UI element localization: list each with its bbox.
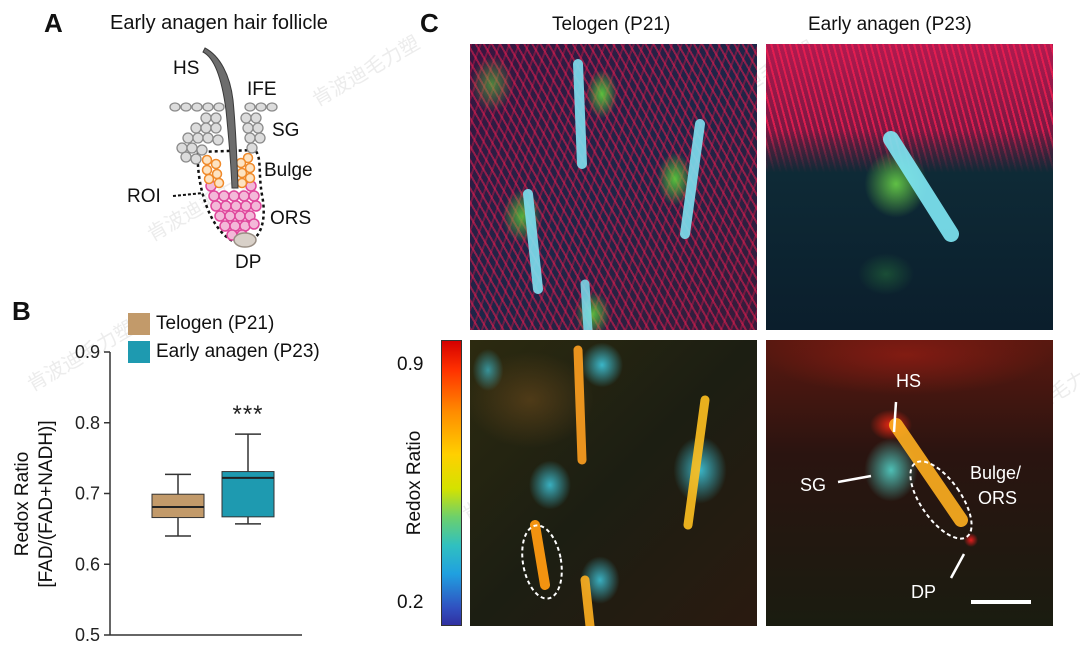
col-title-anagen: Early anagen (P23) (808, 14, 972, 35)
box-telogen (151, 493, 205, 519)
bulge-cells (201, 152, 256, 189)
annotation-bulge: Bulge/ (970, 463, 1022, 483)
annotation-line-dp (949, 553, 966, 579)
col-title-telogen: Telogen (P21) (552, 14, 671, 35)
annotation-line-sg (837, 474, 872, 484)
label-roi: ROI (127, 186, 161, 207)
label-sg: SG (272, 120, 300, 141)
y-axis-label-line2: [FAD/(FAD+NADH)] (36, 420, 57, 588)
panel-a-letter: A (44, 8, 63, 38)
box-anagen (221, 471, 275, 518)
label-hs: HS (173, 58, 200, 79)
hair-follicle-schematic (169, 47, 278, 248)
legend-label-telogen: Telogen (P21) (156, 313, 275, 334)
legend: Telogen (P21) Early anagen (P23) (128, 313, 320, 363)
annotation-hs: HS (896, 371, 922, 391)
y-tick-label: 0.5 (75, 625, 100, 645)
label-ors: ORS (270, 208, 312, 229)
y-tick-label: 0.7 (75, 484, 100, 504)
roi-dashed-anagen (909, 460, 973, 540)
micrograph-anagen-redox: HS SG Bulge/ ORS DP (766, 340, 1053, 626)
colorbar (441, 340, 462, 626)
significance-label: *** (232, 401, 263, 428)
legend-swatch-telogen (128, 313, 150, 335)
dermal-papilla (233, 232, 257, 248)
legend-swatch-anagen (128, 341, 150, 363)
legend-label-anagen: Early anagen (P23) (156, 341, 320, 362)
hair-shaft (202, 47, 239, 189)
ors-cells (205, 180, 262, 241)
colorbar-max-label: 0.9 (397, 354, 424, 375)
colorbar-min-label: 0.2 (397, 592, 424, 613)
roi-dashed-telogen (521, 524, 563, 600)
micrograph-anagen-fluorescence (766, 44, 1053, 330)
annotation-ors: ORS (978, 488, 1018, 508)
micrograph-telogen-redox (470, 340, 757, 626)
micrograph-telogen-fluorescence (470, 44, 757, 330)
y-axis-label: Redox Ratio [FAD/(FAD+NADH)] (11, 389, 59, 619)
y-tick-label: 0.9 (75, 342, 100, 362)
y-tick-label: 0.6 (75, 554, 100, 574)
y-axis-label-line1: Redox Ratio (12, 451, 33, 557)
label-ife: IFE (247, 79, 277, 100)
annotation-sg: SG (800, 475, 827, 495)
label-dp: DP (235, 252, 262, 273)
annotation-dp: DP (911, 582, 937, 602)
label-bulge: Bulge (264, 160, 313, 181)
boxplot-chart: 0.5 0.6 0.7 0.8 0.9 *** (75, 342, 302, 645)
panel-c-letter: C (420, 8, 439, 38)
y-tick-label: 0.8 (75, 413, 100, 433)
sg-cells (169, 102, 278, 165)
legend-item-telogen: Telogen (P21) (128, 313, 320, 335)
panel-b-letter: B (12, 296, 31, 326)
annotation-line-hs (892, 401, 898, 433)
panel-a-title: Early anagen hair follicle (110, 12, 328, 34)
colorbar-title: Redox Ratio (404, 430, 425, 536)
legend-item-anagen: Early anagen (P23) (128, 341, 320, 363)
